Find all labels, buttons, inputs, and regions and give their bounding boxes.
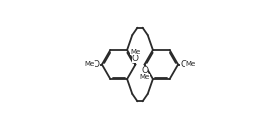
Text: Me: Me bbox=[139, 74, 150, 80]
Text: O: O bbox=[141, 66, 148, 75]
Text: O: O bbox=[181, 60, 188, 69]
Text: O: O bbox=[92, 60, 99, 69]
Text: Me: Me bbox=[185, 62, 195, 67]
Text: O: O bbox=[132, 54, 139, 63]
Text: Me: Me bbox=[130, 49, 141, 55]
Text: Me: Me bbox=[85, 62, 95, 67]
